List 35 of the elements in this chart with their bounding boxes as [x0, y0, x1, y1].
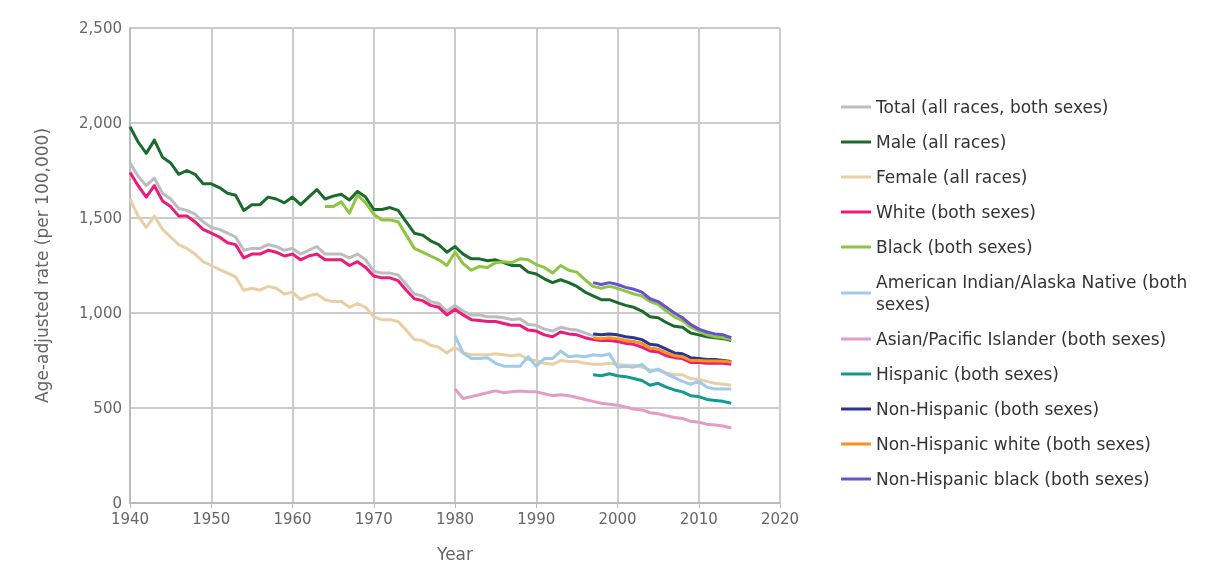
x-tick-label: 1950 — [192, 509, 231, 528]
x-tick-label: 2020 — [760, 509, 800, 528]
legend-label: Non-Hispanic black (both sexes) — [876, 469, 1150, 489]
y-tick-label: 1,000 — [79, 304, 122, 322]
x-tick-label: 1990 — [517, 509, 556, 528]
line-series — [323, 193, 733, 342]
legend-label: American Indian/Alaska Native (both sexes) — [876, 272, 1193, 314]
line-series — [591, 372, 733, 405]
legend-label: Black (both sexes) — [876, 237, 1033, 257]
x-tick-label: 2000 — [598, 509, 637, 528]
legend-label: White (both sexes) — [876, 202, 1037, 222]
y-tick-label: 2,500 — [79, 19, 122, 37]
line-series — [453, 334, 733, 391]
legend-label: Female (all races) — [876, 167, 1028, 187]
line-series — [453, 387, 733, 430]
line-series — [591, 281, 733, 340]
legend-label: Total (all races, both sexes) — [875, 97, 1109, 117]
legend-label: Hispanic (both sexes) — [876, 364, 1059, 384]
legend-label: Asian/Pacific Islander (both sexes) — [876, 329, 1167, 349]
x-tick-label: 1970 — [354, 509, 393, 528]
y-tick-label: 500 — [93, 399, 122, 417]
x-tick-label: 1940 — [110, 509, 150, 528]
line-series — [128, 125, 733, 343]
legend-label: Non-Hispanic white (both sexes) — [876, 434, 1151, 454]
x-tick-label: 1960 — [273, 509, 312, 528]
y-axis-title: Age-adjusted rate (per 100,000) — [31, 127, 52, 404]
line-series — [128, 170, 733, 366]
y-tick-label: 0 — [112, 494, 122, 512]
x-tick-label: 1980 — [435, 509, 475, 528]
y-tick-label: 1,500 — [79, 209, 122, 227]
x-tick-label: 2010 — [679, 509, 718, 528]
legend-label: Male (all races) — [876, 132, 1007, 152]
y-tick-label: 2,000 — [79, 114, 122, 132]
legend-label: Non-Hispanic (both sexes) — [876, 399, 1100, 419]
x-axis-title: Year — [436, 543, 473, 564]
